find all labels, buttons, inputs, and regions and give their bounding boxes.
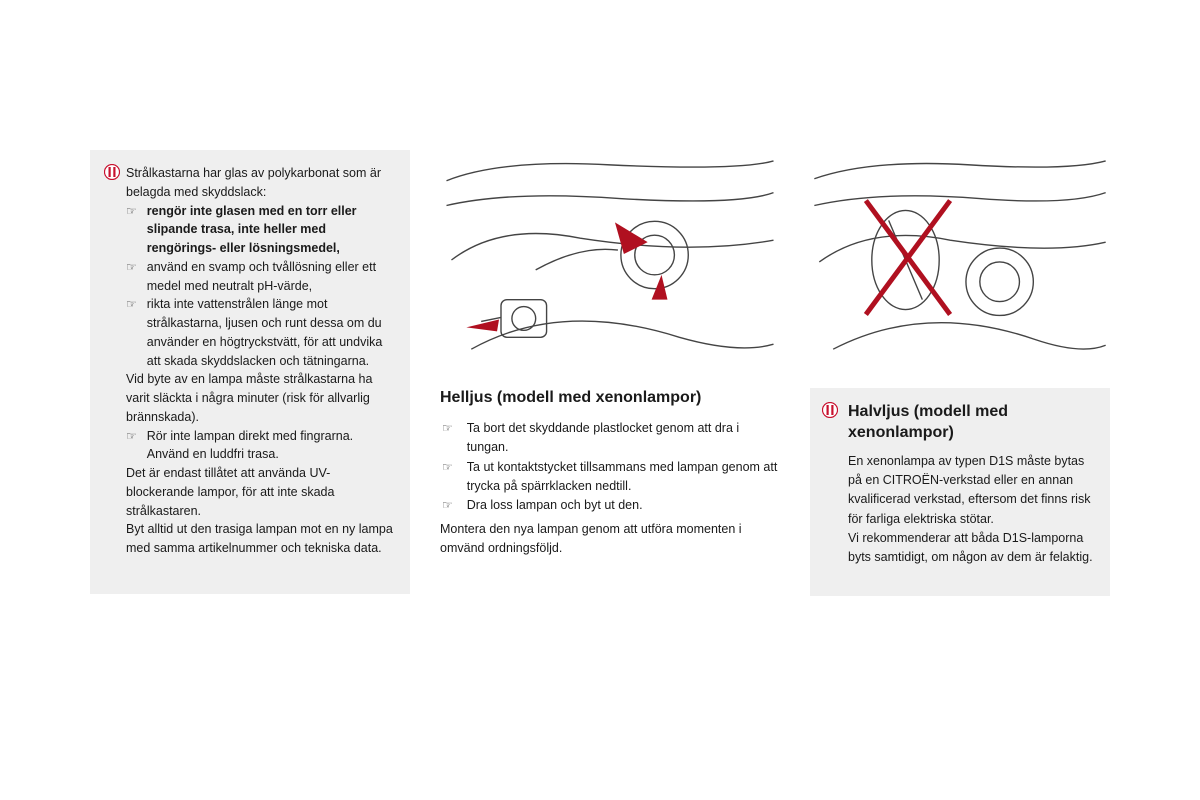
warning-tail-1: Det är endast tillåtet att använda UV-bl…	[106, 464, 394, 520]
bullet-marker: ☞	[126, 202, 137, 258]
halvljus-diagram	[810, 150, 1110, 370]
halvljus-box: Halvljus (modell med xenonlampor) En xen…	[810, 388, 1110, 596]
helljus-step: ☞ Dra loss lampan och byt ut den.	[440, 496, 780, 515]
warning-mid-para: Vid byte av en lampa måste strålkastarna…	[106, 370, 394, 426]
warning-box: Strålkastarna har glas av polykarbonat s…	[90, 150, 410, 594]
helljus-after: Montera den nya lampan genom att utföra …	[440, 520, 780, 559]
warning-bullet-text: rengör inte glasen med en torr eller sli…	[147, 202, 394, 258]
helljus-step: ☞ Ta ut kontaktstycket tillsammans med l…	[440, 458, 780, 497]
bullet-marker: ☞	[442, 496, 453, 515]
bullet-marker: ☞	[126, 427, 137, 465]
warning-bullet: ☞ använd en svamp och tvållösning eller …	[106, 258, 394, 296]
halvljus-body-2: Vi rekommenderar att båda D1S-lamporna b…	[848, 529, 1094, 568]
warning-icon	[822, 402, 838, 418]
warning-bullet: ☞ rikta inte vattenstrålen länge mot str…	[106, 295, 394, 370]
helljus-step-text: Ta ut kontaktstycket tillsammans med lam…	[467, 458, 780, 497]
warning-bullet: ☞ rengör inte glasen med en torr eller s…	[106, 202, 394, 258]
bullet-marker: ☞	[442, 419, 453, 458]
helljus-step-text: Ta bort det skyddande plastlocket genom …	[467, 419, 780, 458]
warning-icon	[104, 164, 120, 180]
helljus-step: ☞ Ta bort det skyddande plastlocket geno…	[440, 419, 780, 458]
warning-tail-2: Byt alltid ut den trasiga lampan mot en …	[106, 520, 394, 558]
bullet-marker: ☞	[126, 258, 137, 296]
warning-mid-bullet: Rör inte lampan direkt med fingrarna. An…	[147, 427, 394, 465]
helljus-title: Helljus (modell med xenonlampor)	[440, 388, 780, 409]
helljus-step-text: Dra loss lampan och byt ut den.	[467, 496, 780, 515]
halvljus-title: Halvljus (modell med xenonlampor)	[848, 402, 1094, 444]
warning-bullet-text: rikta inte vattenstrålen länge mot strål…	[147, 295, 394, 370]
warning-bullet: ☞ Rör inte lampan direkt med fingrarna. …	[106, 427, 394, 465]
bullet-marker: ☞	[126, 295, 137, 370]
warning-bullet-text: använd en svamp och tvållösning eller et…	[147, 258, 394, 296]
bullet-marker: ☞	[442, 458, 453, 497]
warning-intro: Strålkastarna har glas av polykarbonat s…	[106, 164, 394, 202]
helljus-diagram	[440, 150, 780, 370]
helljus-steps: ☞ Ta bort det skyddande plastlocket geno…	[440, 419, 780, 559]
halvljus-body-1: En xenonlampa av typen D1S måste bytas p…	[848, 452, 1094, 530]
